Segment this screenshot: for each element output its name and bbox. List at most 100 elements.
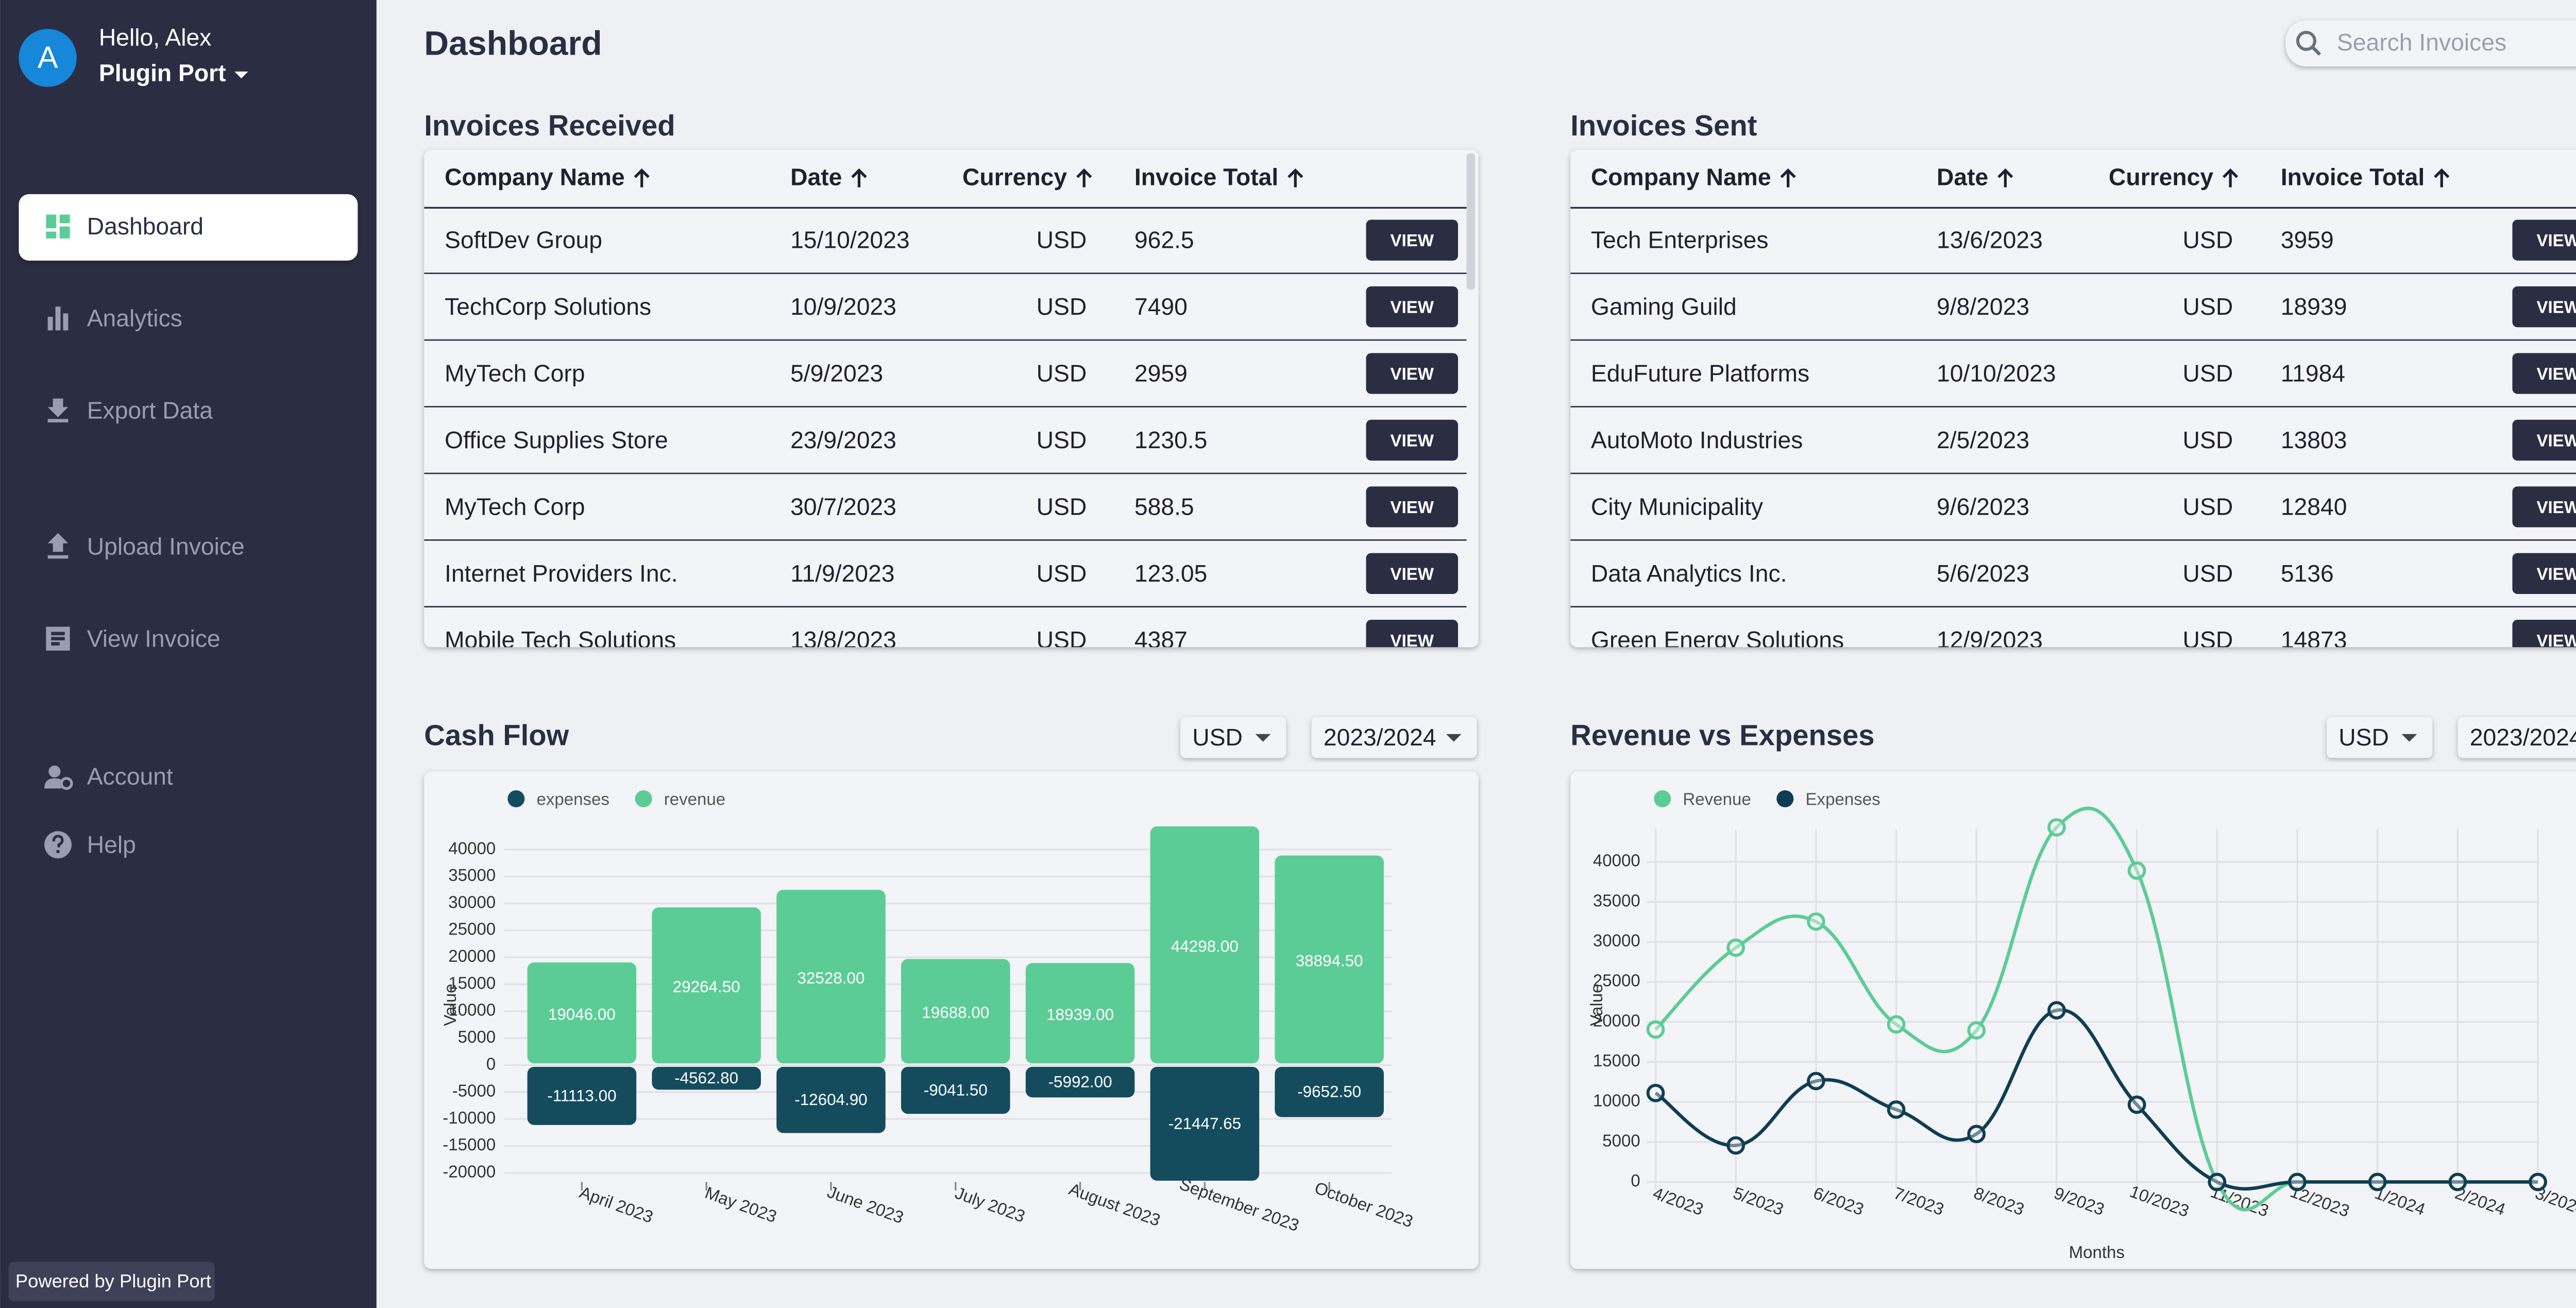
legend-swatch bbox=[507, 790, 525, 808]
column-header[interactable]: Invoice Total bbox=[1134, 163, 1278, 190]
view-button[interactable]: VIEW bbox=[1366, 419, 1459, 461]
dropdown[interactable]: 2023/2024 bbox=[1311, 717, 1477, 758]
cell: 9/8/2023 bbox=[1937, 293, 2029, 320]
view-button[interactable]: VIEW bbox=[2512, 553, 2576, 594]
cell: USD bbox=[2183, 626, 2233, 653]
view-button[interactable]: VIEW bbox=[1366, 286, 1459, 328]
dropdown[interactable]: 2023/2024 bbox=[2458, 717, 2576, 758]
nav-item[interactable]: View Invoice bbox=[46, 625, 221, 652]
view-button-bg bbox=[1366, 419, 1459, 461]
legend-label[interactable]: Revenue bbox=[1683, 790, 1751, 809]
cell: TechCorp Solutions bbox=[445, 293, 651, 320]
column-header[interactable]: Date bbox=[790, 163, 842, 190]
bar bbox=[1275, 855, 1384, 1064]
cell: 2/5/2023 bbox=[1937, 427, 2029, 453]
view-button[interactable]: VIEW bbox=[2512, 219, 2576, 261]
data-point bbox=[2368, 1173, 2387, 1192]
y-tick-label: -20000 bbox=[443, 1162, 496, 1181]
dropdown-bg bbox=[1180, 717, 1286, 758]
legend-swatch bbox=[635, 790, 652, 808]
dropdown-label: USD bbox=[2338, 724, 2389, 751]
legend-label[interactable]: Expenses bbox=[1806, 790, 1880, 809]
view-button[interactable]: VIEW bbox=[1366, 553, 1459, 594]
column-header[interactable]: Currency bbox=[2109, 163, 2213, 190]
view-button-bg bbox=[1366, 286, 1459, 328]
view-button[interactable]: VIEW bbox=[1366, 219, 1459, 261]
legend-label[interactable]: revenue bbox=[664, 790, 725, 809]
cell: 14873 bbox=[2281, 626, 2347, 653]
series-line bbox=[1654, 1008, 2538, 1191]
view-button[interactable]: VIEW bbox=[2512, 286, 2576, 328]
y-tick-label: -5000 bbox=[452, 1082, 496, 1101]
view-button-label: VIEW bbox=[2536, 231, 2576, 250]
view-button-bg bbox=[2512, 553, 2576, 594]
y-tick-label: 30000 bbox=[448, 893, 496, 912]
nav-item[interactable]: Upload Invoice bbox=[47, 533, 245, 560]
dropdown[interactable]: USD bbox=[2327, 717, 2433, 758]
bar bbox=[776, 890, 886, 1064]
view-button[interactable]: VIEW bbox=[2512, 486, 2576, 528]
view-button[interactable]: VIEW bbox=[2512, 353, 2576, 394]
data-point bbox=[1967, 1125, 1986, 1144]
nav-item[interactable]: Account bbox=[44, 763, 173, 790]
view-button-bg bbox=[2512, 419, 2576, 461]
y-tick-label: 15000 bbox=[448, 974, 496, 993]
nav-label: Upload Invoice bbox=[87, 533, 245, 560]
legend-label[interactable]: expenses bbox=[536, 790, 609, 809]
view-button-bg bbox=[1366, 553, 1459, 594]
column-header[interactable]: Invoice Total bbox=[2281, 163, 2425, 190]
cell: USD bbox=[1037, 293, 1087, 320]
nav-icon bbox=[60, 777, 73, 790]
column-header[interactable]: Company Name bbox=[445, 163, 625, 190]
org-name[interactable]: Plugin Port bbox=[99, 60, 226, 87]
nav-icon bbox=[63, 313, 69, 331]
cell: Gaming Guild bbox=[1591, 293, 1737, 320]
dropdown[interactable]: USD bbox=[1180, 717, 1286, 758]
y-tick-label: 0 bbox=[486, 1055, 496, 1074]
view-button[interactable]: VIEW bbox=[1366, 620, 1459, 660]
y-tick-label: 5000 bbox=[458, 1028, 496, 1047]
nav-label: View Invoice bbox=[87, 625, 221, 652]
cell: 15/10/2023 bbox=[790, 227, 910, 253]
cell: AutoMoto Industries bbox=[1591, 427, 1803, 453]
nav-label: Export Data bbox=[87, 397, 213, 423]
dropdown-label: 2023/2024 bbox=[2470, 724, 2576, 751]
column-header[interactable]: Company Name bbox=[1591, 163, 1771, 190]
nav-item[interactable]: Analytics bbox=[47, 305, 182, 332]
bar-value-label: -9652.50 bbox=[1297, 1083, 1361, 1101]
nav-item[interactable]: Export Data bbox=[47, 397, 213, 423]
y-tick-label: 15000 bbox=[1593, 1051, 1640, 1071]
cell: 5136 bbox=[2281, 560, 2334, 587]
nav-item[interactable]: Dashboard bbox=[19, 194, 358, 261]
dropdown-label: USD bbox=[1192, 724, 1243, 751]
view-button-label: VIEW bbox=[1391, 298, 1434, 317]
y-tick-label: 40000 bbox=[448, 839, 496, 858]
view-button[interactable]: VIEW bbox=[1366, 353, 1459, 394]
cell: MyTech Corp bbox=[445, 493, 585, 520]
bar-value-label: 38894.50 bbox=[1296, 952, 1363, 970]
view-button[interactable]: VIEW bbox=[2512, 620, 2576, 660]
cell: USD bbox=[1037, 560, 1087, 587]
y-tick-label: 40000 bbox=[1593, 852, 1640, 871]
view-button[interactable]: VIEW bbox=[2512, 419, 2576, 461]
data-point bbox=[2448, 1173, 2467, 1192]
x-axis-label: Months bbox=[2069, 1243, 2125, 1262]
y-tick-label: 10000 bbox=[1593, 1092, 1640, 1111]
dropdown-bg bbox=[2327, 717, 2433, 758]
page-title: Dashboard bbox=[424, 25, 602, 63]
cell: Green Energy Solutions bbox=[1591, 626, 1844, 653]
column-header[interactable]: Date bbox=[1937, 163, 1988, 190]
cell: 588.5 bbox=[1134, 493, 1194, 520]
nav-item[interactable]: Help bbox=[44, 831, 136, 859]
search-box[interactable]: Search Invoices bbox=[2285, 20, 2576, 66]
avatar-letter: A bbox=[38, 40, 58, 74]
table-card bbox=[1570, 149, 2576, 648]
nav-selected-bg bbox=[19, 194, 358, 261]
view-button[interactable]: VIEW bbox=[1366, 486, 1459, 528]
column-header[interactable]: Currency bbox=[962, 163, 1067, 190]
footer-badge bbox=[8, 1262, 215, 1301]
y-tick-label: 10000 bbox=[448, 1001, 496, 1020]
cell: 123.05 bbox=[1134, 560, 1208, 587]
